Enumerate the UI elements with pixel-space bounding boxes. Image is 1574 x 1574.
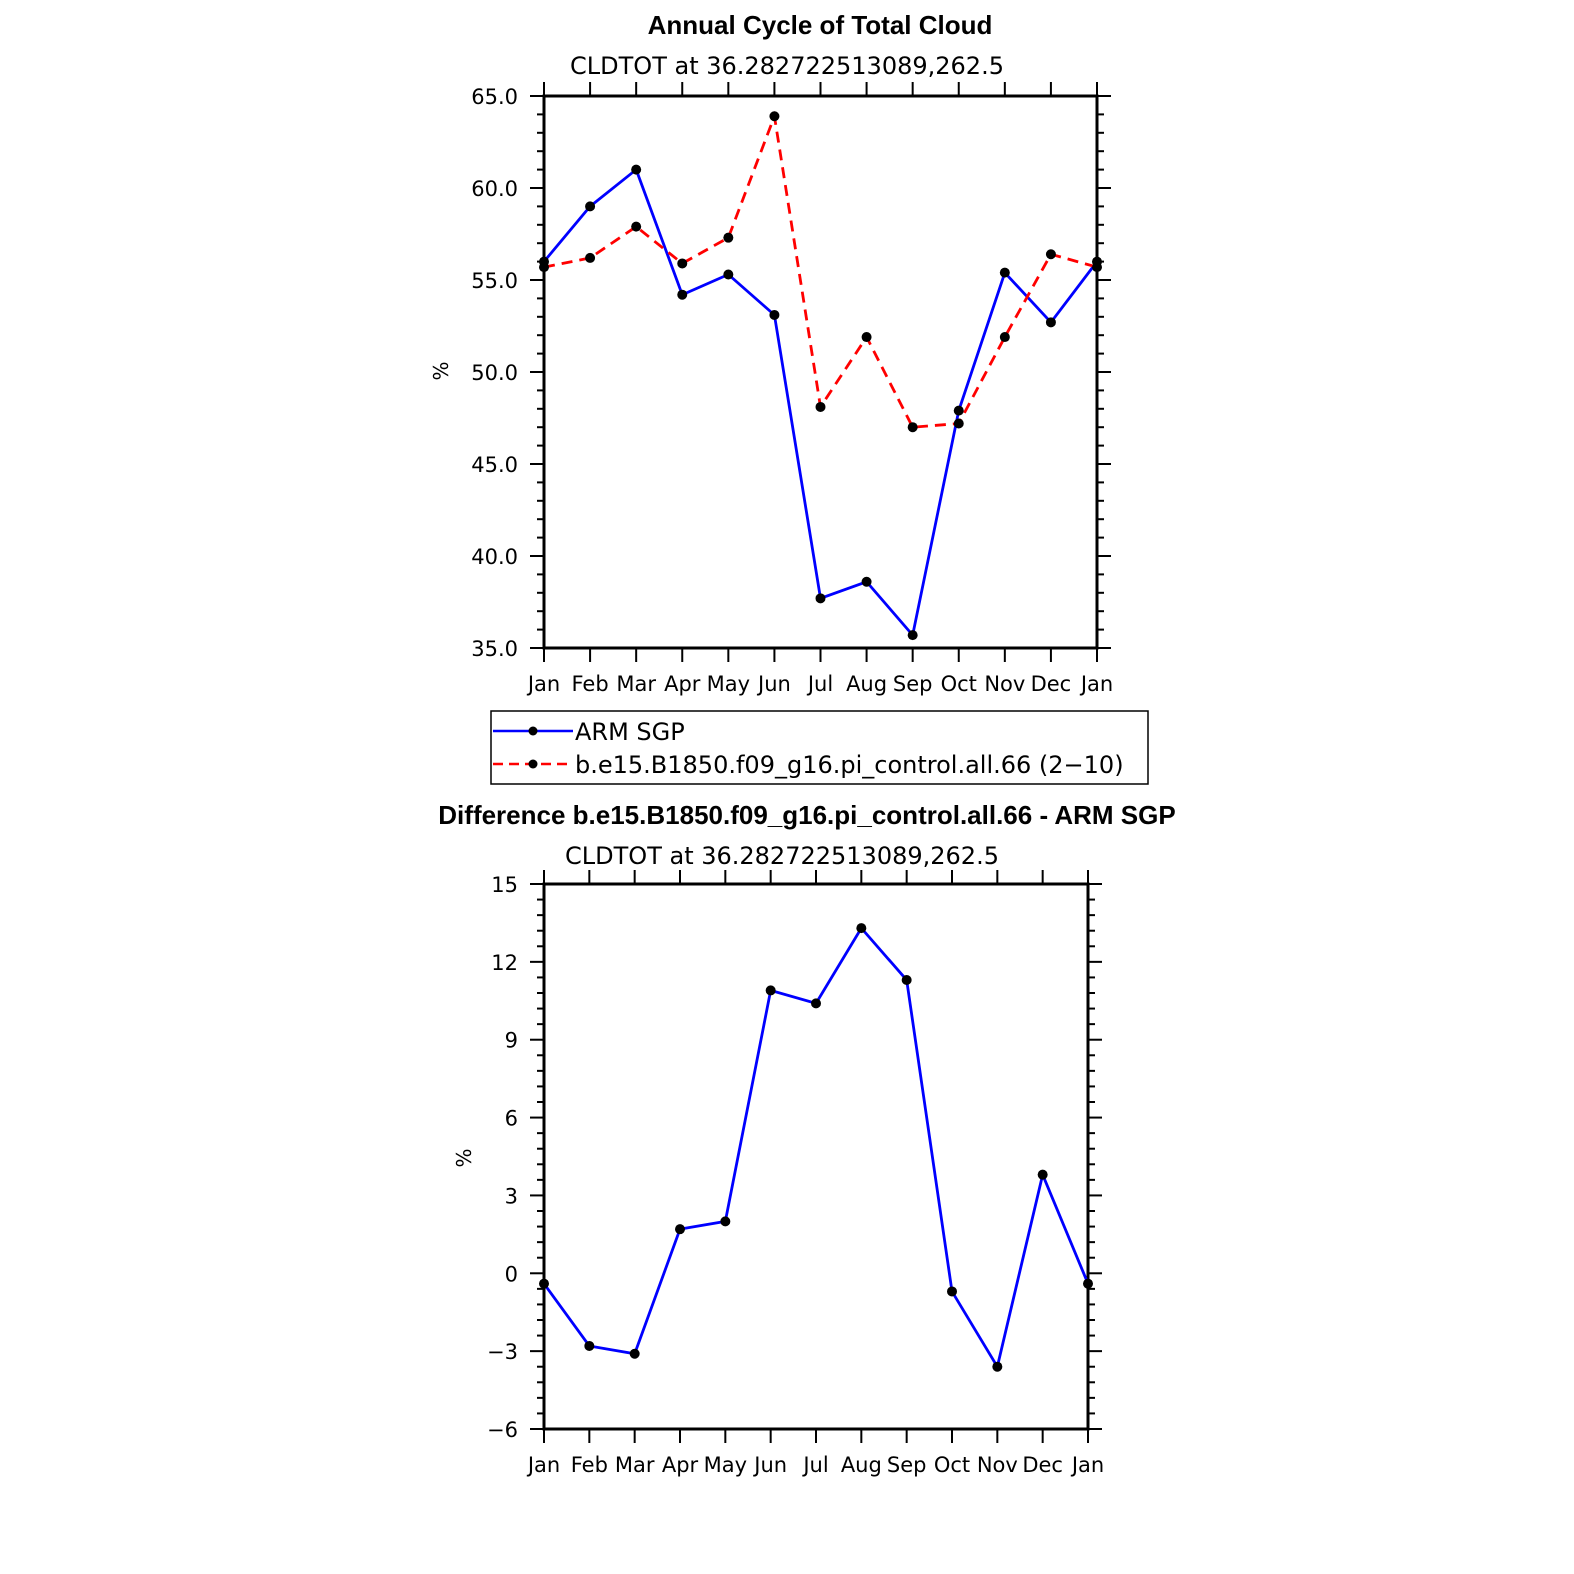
top-chart-series-0-point: [1045, 317, 1056, 328]
bottom-chart-xtick-label: Jul: [801, 1453, 828, 1477]
bottom-chart-series-0-point: [811, 998, 821, 1009]
top-plot-area: 35.0 40.0 45.0 50.0 55.0 60.0 65.0 Jan Feb Mar Apr…: [471, 82, 1113, 696]
top-chart-subtitle: CLDTOT at 36.282722513089,262.5: [570, 52, 1004, 80]
bottom-chart-ylabel: %: [452, 1148, 476, 1167]
bottom-chart-xtick-label: Nov: [977, 1453, 1018, 1477]
top-chart-ytick-label: 45.0: [471, 453, 518, 477]
top-chart-series-0-point: [723, 269, 734, 280]
bottom-chart: Difference b.e15.B1850.f09_g16.pi_contro…: [438, 800, 1175, 1477]
bottom-chart-xtick-label: May: [704, 1453, 747, 1477]
top-chart-series-1-point: [585, 252, 596, 263]
top-chart: Annual Cycle of Total Cloud CLDTOT at 36…: [429, 10, 1113, 696]
top-chart-xtick-label: Apr: [664, 672, 701, 696]
top-chart-ytick-label: 55.0: [471, 269, 518, 293]
bottom-chart-subtitle: CLDTOT at 36.282722513089,262.5: [565, 842, 999, 870]
top-chart-xtick-label: Aug: [846, 672, 887, 696]
top-chart-series-line-1: [543, 110, 1098, 429]
bottom-chart-ytick-label: 12: [491, 951, 518, 975]
top-chart-series-0-point: [861, 576, 872, 587]
bottom-chart-ytick-label: 9: [505, 1029, 518, 1053]
bottom-chart-xtick-label: Dec: [1022, 1453, 1063, 1477]
top-chart-series-1-point: [999, 332, 1010, 343]
top-chart-xtick-label: Mar: [616, 672, 656, 696]
top-chart-series-1-point: [1045, 249, 1056, 260]
top-chart-series-1-point: [677, 258, 688, 269]
bottom-chart-series-0-point: [947, 1286, 957, 1297]
top-chart-series-0-point: [677, 289, 688, 300]
top-chart-frame: [542, 94, 1099, 650]
bottom-chart-xtick-label: Aug: [841, 1453, 882, 1477]
top-chart-series-0-point: [953, 405, 964, 416]
top-chart-ytick-label: 35.0: [471, 637, 518, 661]
bottom-plot-area: −6 −3 0 3 6 9 12 15 Jan Feb Mar Apr May Jun Jul Aug Sep O…: [487, 870, 1104, 1477]
top-chart-series-1-point: [631, 221, 642, 232]
top-chart-xtick-label: May: [707, 672, 750, 696]
bottom-chart-series-0-point: [584, 1340, 595, 1351]
bottom-chart-title: Difference b.e15.B1850.f09_g16.pi_contro…: [438, 800, 1175, 830]
bottom-chart-xtick-label: Jan: [1070, 1453, 1104, 1477]
legend-label-arm-sgp: ARM SGP: [575, 718, 685, 746]
bottom-chart-series-line-0: [542, 925, 1090, 1371]
legend: ARM SGP b.e15.B1850.f09_g16.pi_control.a…: [490, 710, 1149, 785]
top-chart-series-0-point: [769, 309, 780, 320]
top-chart-title: Annual Cycle of Total Cloud: [648, 10, 993, 40]
top-chart-series-0-point: [815, 593, 826, 604]
legend-marker-model: [528, 759, 538, 769]
bottom-chart-ytick-label: 0: [505, 1262, 518, 1286]
legend-box: [490, 710, 1149, 785]
bottom-chart-ytick-label: −3: [487, 1340, 518, 1364]
top-chart-xtick-label: Jun: [756, 672, 791, 696]
bottom-chart-xtick-label: Jun: [752, 1453, 787, 1477]
bottom-chart-series-0-point: [992, 1361, 1003, 1372]
bottom-chart-series-0-point: [765, 985, 776, 996]
top-chart-ylabel: %: [429, 361, 453, 380]
top-chart-ytick-label: 50.0: [471, 361, 518, 385]
top-chart-series-0-point: [631, 164, 642, 175]
bottom-chart-xtick-label: Mar: [615, 1453, 655, 1477]
top-chart-series-0-point: [907, 630, 918, 641]
top-chart-series-1-point: [815, 401, 826, 412]
bottom-chart-series-0-point: [1037, 1169, 1048, 1180]
bottom-chart-xtick-label: Feb: [571, 1453, 608, 1477]
bottom-chart-xtick-label: Jan: [526, 1453, 560, 1477]
top-chart-series-1-point: [769, 111, 780, 122]
top-chart-ytick-label: 40.0: [471, 545, 518, 569]
top-chart-xtick-label: Feb: [571, 672, 608, 696]
bottom-chart-series-0-point: [629, 1348, 640, 1359]
bottom-chart-ytick-label: 6: [505, 1107, 518, 1131]
bottom-chart-series-0-point: [720, 1216, 731, 1227]
top-chart-series-1-point: [539, 262, 549, 273]
bottom-chart-series-0-point: [856, 923, 867, 934]
legend-marker-arm-sgp: [528, 726, 538, 736]
bottom-chart-ytick-label: 3: [505, 1184, 518, 1208]
top-chart-xtick-label: Dec: [1031, 672, 1072, 696]
top-chart-xtick-label: Jan: [526, 672, 560, 696]
top-chart-xtick-label: Oct: [941, 672, 977, 696]
bottom-chart-frame: [542, 882, 1090, 1431]
top-chart-xtick-label: Jan: [1079, 672, 1113, 696]
top-chart-xtick-label: Jul: [806, 672, 833, 696]
bottom-chart-ytick-label: 15: [491, 873, 518, 897]
top-chart-series-1-point: [907, 422, 918, 433]
top-chart-xtick-label: Nov: [984, 672, 1025, 696]
top-chart-series-1-point: [861, 332, 872, 343]
top-chart-series-1-point: [953, 418, 964, 429]
top-chart-xtick-label: Sep: [893, 672, 933, 696]
top-chart-series-0-point: [999, 267, 1010, 278]
top-chart-ytick-label: 65.0: [471, 85, 518, 109]
bottom-chart-xtick-label: Apr: [662, 1453, 699, 1477]
bottom-chart-series-0-point: [901, 975, 912, 986]
bottom-chart-xtick-label: Oct: [934, 1453, 970, 1477]
bottom-chart-series-0-point: [539, 1278, 549, 1289]
top-chart-series-0-point: [585, 201, 596, 212]
bottom-chart-ytick-label: −6: [487, 1418, 518, 1442]
legend-label-model: b.e15.B1850.f09_g16.pi_control.all.66 (2…: [575, 751, 1124, 779]
bottom-chart-series-0-point: [1083, 1278, 1093, 1289]
top-chart-series-1-point: [723, 232, 734, 243]
top-chart-ytick-label: 60.0: [471, 177, 518, 201]
bottom-chart-series-0-point: [675, 1224, 685, 1235]
top-chart-series-1-point: [1092, 262, 1102, 273]
bottom-chart-xtick-label: Sep: [887, 1453, 927, 1477]
